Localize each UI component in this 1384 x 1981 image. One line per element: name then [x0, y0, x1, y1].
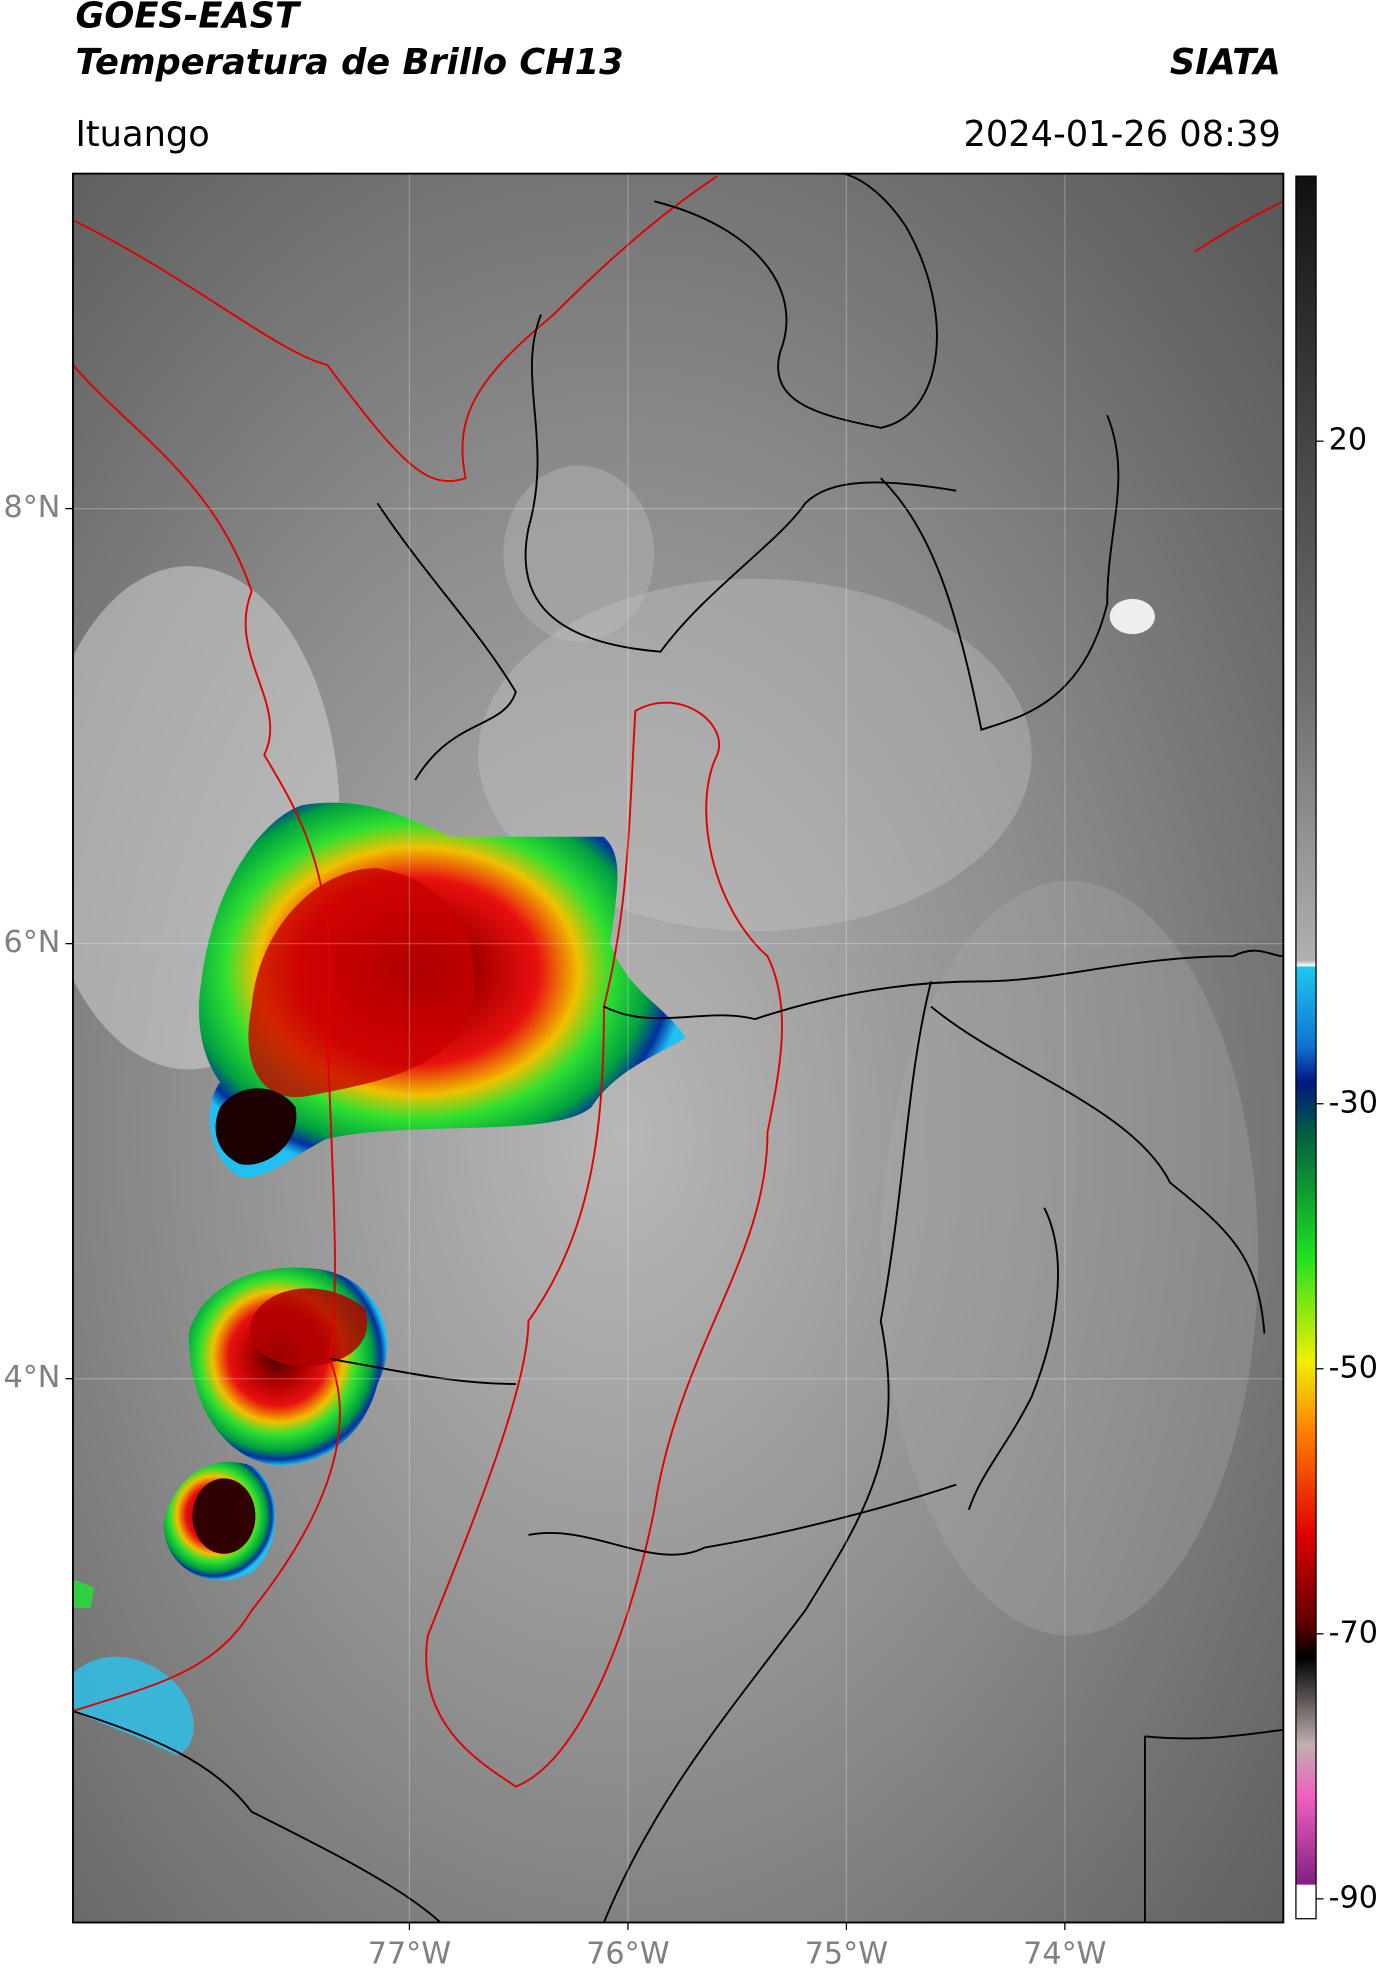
- x-tick-label: 77°W: [368, 1937, 451, 1972]
- x-tick-label: 74°W: [1023, 1937, 1106, 1972]
- colorbar-tick-label: -70: [1329, 1615, 1378, 1650]
- title: GOES-EAST: [75, 0, 302, 37]
- brand: SIATA: [1170, 42, 1281, 83]
- y-tick-label: 4°N: [4, 1360, 61, 1395]
- map-frame: [72, 172, 1285, 1924]
- colorbar-tick-label: -90: [1329, 1880, 1378, 1915]
- colorbar-tick-label: 20: [1329, 423, 1367, 458]
- boundaries: [72, 172, 1284, 1924]
- colorbar-tick-label: -50: [1329, 1350, 1378, 1385]
- subtitle: Temperatura de Brillo CH13: [75, 42, 623, 83]
- map-imagery: [72, 173, 1284, 1923]
- datetime: 2024-01-26 08:39: [963, 114, 1280, 155]
- location: Ituango: [75, 114, 209, 155]
- grid: [72, 173, 1284, 1923]
- y-tick-label: 8°N: [4, 490, 61, 525]
- x-tick-label: 76°W: [586, 1937, 669, 1972]
- ticks: 77°W 76°W 75°W 74°W 8°N 6°N 4°N 20 -30 -50 -70 -90: [4, 423, 1378, 1972]
- colorbar: [1295, 175, 1317, 1920]
- x-tick-label: 75°W: [805, 1937, 888, 1972]
- y-tick-label: 6°N: [4, 925, 61, 960]
- colorbar-tick-label: -30: [1329, 1085, 1378, 1120]
